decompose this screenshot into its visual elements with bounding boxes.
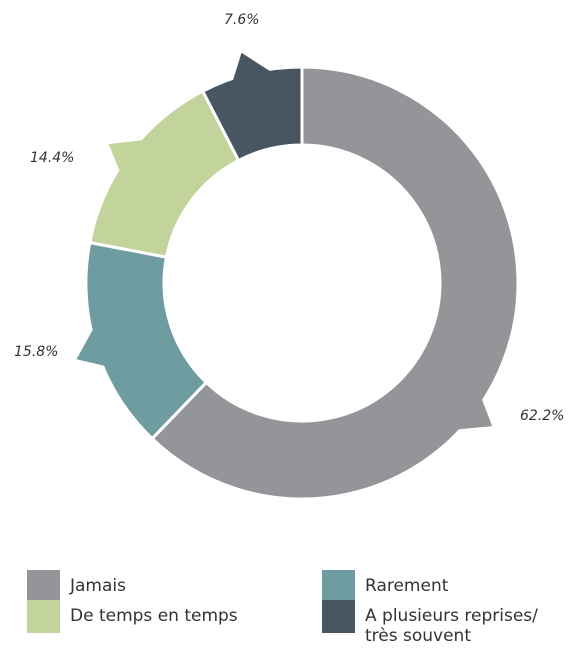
callout-a-plusieurs-reprises-tres-souvent (232, 52, 271, 81)
value-label-de-temps-en-temps: 14.4% (30, 150, 74, 166)
value-label-rarement: 15.8% (14, 344, 58, 360)
slice-a-plusieurs-reprises-tres-souvent (200, 65, 304, 163)
value-label-jamais: 62.2% (520, 408, 564, 424)
value-labels-group: 62.2% 15.8% 14.4% 7.6% (14, 12, 564, 424)
slice-jamais (150, 65, 520, 501)
callout-jamais (458, 399, 493, 430)
callout-de-temps-en-temps (108, 140, 143, 171)
value-label-a-plusieurs-reprises-tres-souvent: 7.6% (224, 12, 260, 28)
slices-group (76, 52, 520, 501)
callout-rarement (76, 329, 105, 366)
